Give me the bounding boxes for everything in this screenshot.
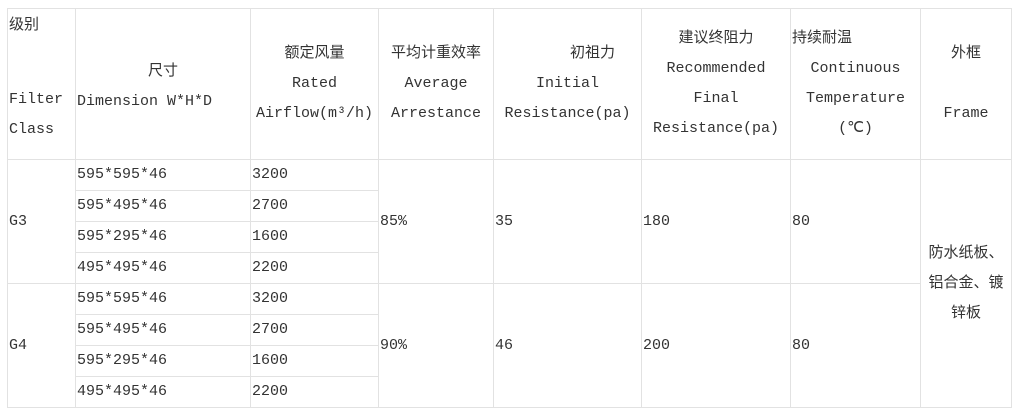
table-row: 495*495*46 2200	[8, 376, 1012, 408]
dimension-cell: 495*495*46	[75, 376, 251, 408]
label: Temperature	[805, 90, 906, 107]
dimension-cell: 595*495*46	[75, 190, 251, 222]
label: Continuous	[810, 60, 901, 77]
table-row: G3 595*595*46 3200 85% 35 180 80 防水纸板、 铝…	[7, 159, 1012, 408]
label: Frame	[943, 105, 989, 122]
header-frame: 外框 Frame	[920, 8, 1012, 160]
label: 锌板	[950, 304, 981, 322]
initial-resistance-cell: 35	[493, 159, 642, 284]
label: 初祖力	[569, 45, 615, 62]
airflow-cell: 2700	[250, 314, 379, 346]
table-row: 595*295*46 1600	[8, 221, 1012, 253]
filter-class-cell: G4	[7, 283, 76, 408]
table-row: 595*495*46 2700	[8, 314, 1012, 346]
dimension-cell: 595*595*46	[75, 159, 251, 191]
dimension-cell: 595*495*46	[75, 314, 251, 346]
label: 持续耐温	[792, 30, 853, 47]
airflow-cell: 1600	[250, 345, 379, 377]
final-resistance-cell: 180	[641, 159, 791, 284]
label: Filter	[9, 91, 64, 108]
label: Class	[9, 121, 55, 138]
label: 防水纸板、	[928, 244, 1004, 262]
dimension-cell: 595*295*46	[75, 221, 251, 253]
header-filter-class: 级别 Filter Class	[7, 8, 76, 160]
label: Rated	[291, 75, 337, 92]
label: Arrestance	[390, 105, 481, 122]
airflow-cell: 1600	[250, 221, 379, 253]
temperature-cell: 80	[790, 283, 921, 408]
initial-resistance-cell: 46	[493, 283, 642, 408]
label: 尺寸	[147, 63, 178, 80]
header-initial-resistance: 初祖力 Initial Resistance(pa)	[493, 8, 642, 160]
dimension-cell: 495*495*46	[75, 252, 251, 284]
table-row: G4 595*595*46 3200 90% 46 200 80	[7, 283, 1012, 408]
label: Average	[404, 75, 468, 92]
label: 平均计重效率	[390, 45, 481, 62]
frame-cell: 防水纸板、 铝合金、镀 锌板	[920, 159, 1012, 408]
label: (℃)	[838, 120, 873, 137]
arrestance-cell: 90%	[378, 283, 494, 408]
label: Initial	[535, 75, 599, 92]
header-airflow: 额定风量 Rated Airflow(m³/h)	[250, 8, 379, 160]
header-row: 级别 Filter Class 尺寸 Dimension W*H*D 额定风量 …	[7, 8, 1012, 160]
filter-class-cell: G3	[7, 159, 76, 284]
label: Resistance(pa)	[652, 120, 780, 137]
header-temperature: 持续耐温 Continuous Temperature (℃)	[790, 8, 921, 160]
filter-spec-table: 级别 Filter Class 尺寸 Dimension W*H*D 额定风量 …	[7, 8, 1012, 408]
dimension-cell: 595*595*46	[75, 283, 251, 315]
label: 外框	[950, 45, 981, 62]
arrestance-cell: 85%	[378, 159, 494, 284]
label: 铝合金、镀	[928, 274, 1004, 292]
label: Resistance(pa)	[504, 105, 631, 122]
table-row: 595*295*46 1600	[8, 345, 1012, 377]
table-row: 595*495*46 2700	[8, 190, 1012, 222]
label: Dimension W*H*D	[77, 93, 213, 110]
final-resistance-cell: 200	[641, 283, 791, 408]
header-final-resistance: 建议终阻力 Recommended Final Resistance(pa)	[641, 8, 791, 160]
header-dimension: 尺寸 Dimension W*H*D	[75, 8, 251, 160]
airflow-cell: 2200	[250, 376, 379, 408]
dimension-cell: 595*295*46	[75, 345, 251, 377]
label: Recommended	[666, 60, 766, 77]
header-arrestance: 平均计重效率 Average Arrestance	[378, 8, 494, 160]
airflow-cell: 2700	[250, 190, 379, 222]
airflow-cell: 3200	[250, 283, 379, 315]
temperature-cell: 80	[790, 159, 921, 284]
airflow-cell: 2200	[250, 252, 379, 284]
label: Airflow(m³/h)	[255, 105, 374, 122]
label: 额定风量	[284, 45, 345, 62]
airflow-cell: 3200	[250, 159, 379, 191]
label: 级别	[9, 17, 40, 34]
label: Final	[693, 90, 739, 107]
label: 建议终阻力	[678, 30, 754, 47]
table-row: 495*495*46 2200	[8, 252, 1012, 284]
